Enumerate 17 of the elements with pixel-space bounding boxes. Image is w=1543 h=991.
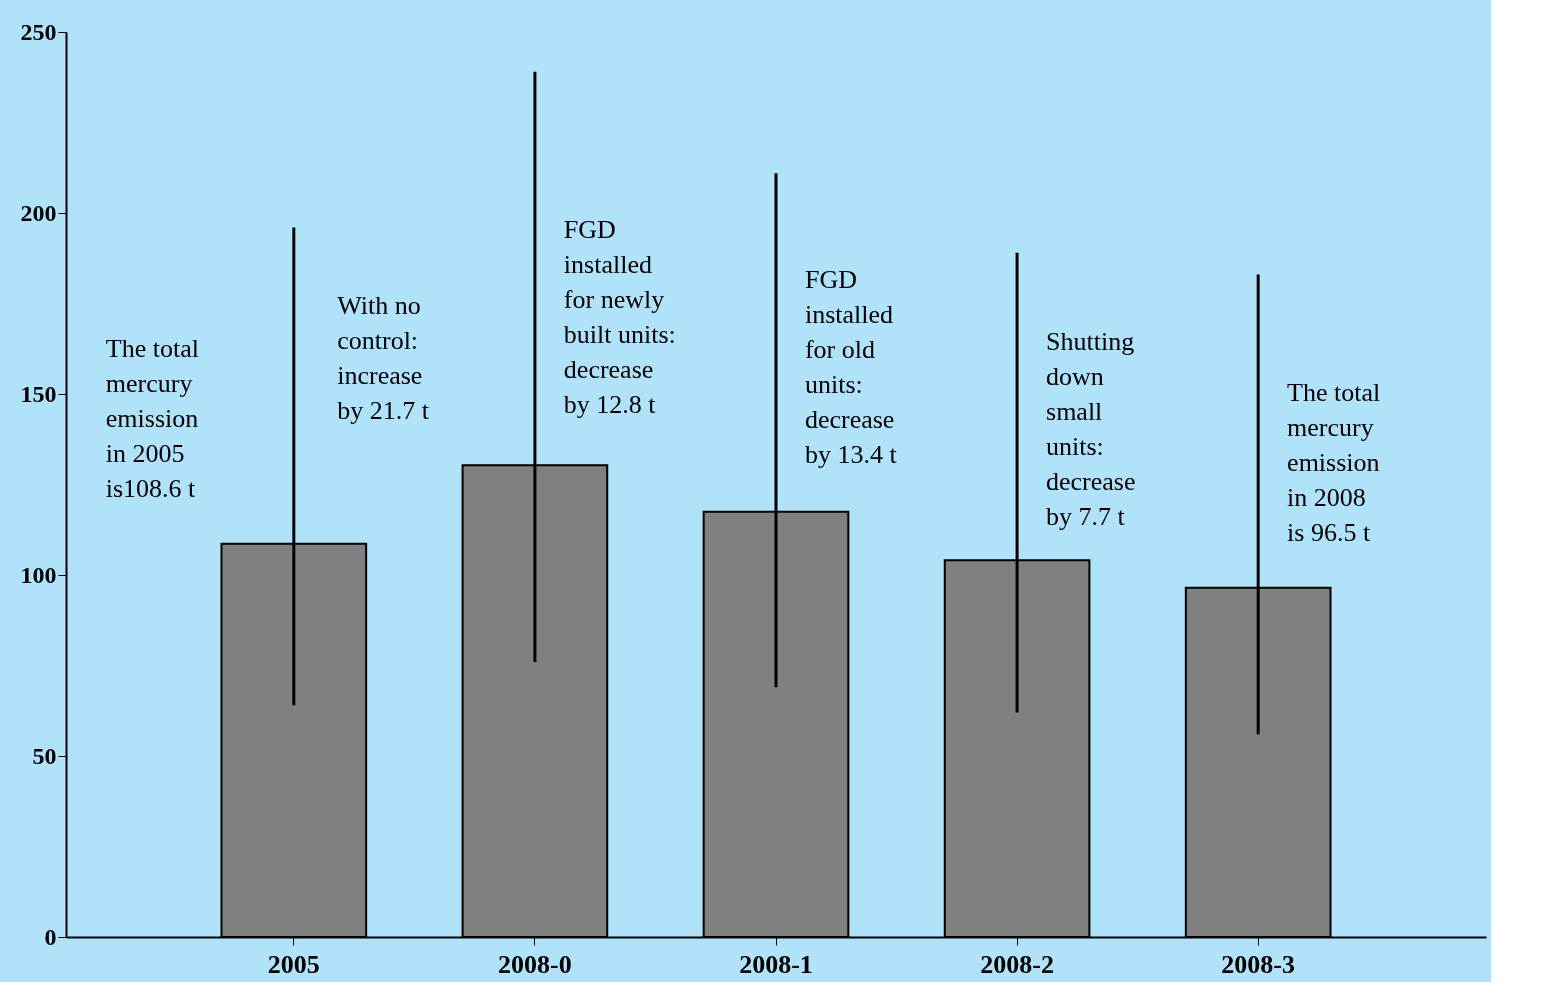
annotation: Shutting down small units: decrease by 7.7 t	[1046, 326, 1136, 531]
x-tick-label: 2008-3	[1221, 949, 1296, 979]
y-tick-label: 100	[20, 561, 57, 588]
y-tick-label: 250	[20, 18, 57, 45]
y-tick-label: 50	[32, 742, 57, 769]
x-tick-label: 2008-2	[980, 949, 1054, 979]
x-tick-label: 2005	[267, 949, 320, 979]
x-tick-label: 2008-1	[739, 949, 813, 979]
annotation: The total mercury emission in 2005 is108.6 t	[105, 334, 199, 504]
annotation: FGD installed for old units: decrease by 13.4 t	[804, 265, 898, 470]
annotation: With no control: increase by 21.7 t	[337, 290, 430, 425]
y-tick-label: 200	[20, 199, 57, 226]
y-tick-label: 0	[44, 923, 57, 950]
annotation: FGD installed for newly built units: decrease by 12.8 t	[563, 214, 676, 419]
annotation: The total mercury emission in 2008 is 96.5 t	[1287, 377, 1381, 547]
x-tick-label: 2008-0	[498, 949, 572, 979]
y-tick-label: 150	[20, 380, 57, 407]
